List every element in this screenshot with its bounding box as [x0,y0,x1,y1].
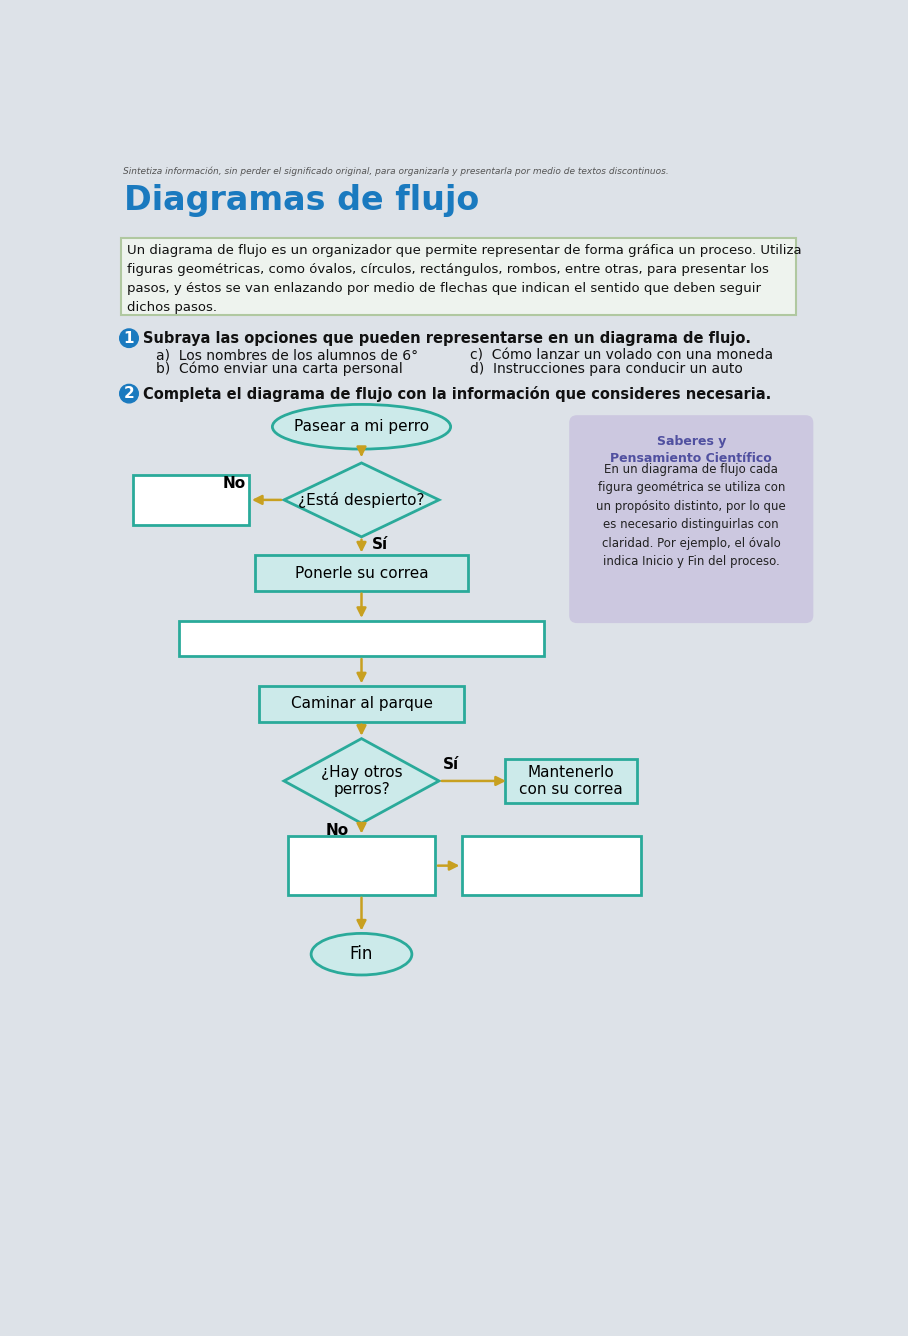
FancyBboxPatch shape [255,556,468,591]
Text: No: No [326,823,349,839]
Circle shape [120,385,138,403]
Text: Caminar al parque: Caminar al parque [291,696,432,712]
Text: Sintetiza información, sin perder el significado original, para organizarla y pr: Sintetiza información, sin perder el sig… [123,167,668,176]
Ellipse shape [272,405,450,449]
Text: Ponerle su correa: Ponerle su correa [295,565,429,581]
Text: Mantenerlo
con su correa: Mantenerlo con su correa [518,764,623,798]
Text: Pasear a mi perro: Pasear a mi perro [294,420,429,434]
FancyBboxPatch shape [133,474,249,525]
Text: 2: 2 [123,386,134,401]
Ellipse shape [311,934,412,975]
Text: Completa el diagrama de flujo con la información que consideres necesaria.: Completa el diagrama de flujo con la inf… [143,386,771,402]
Text: a)  Los nombres de los alumnos de 6°: a) Los nombres de los alumnos de 6° [156,349,419,362]
Text: d)  Instrucciones para conducir un auto: d) Instrucciones para conducir un auto [470,362,743,375]
FancyBboxPatch shape [505,759,637,803]
Polygon shape [284,464,439,537]
FancyBboxPatch shape [122,238,795,315]
Text: Subraya las opciones que pueden representarse en un diagrama de flujo.: Subraya las opciones que pueden represen… [143,331,751,346]
Text: ¿Hay otros
perros?: ¿Hay otros perros? [321,764,402,798]
Text: Diagramas de flujo: Diagramas de flujo [124,184,479,218]
FancyBboxPatch shape [180,621,544,656]
Text: Fin: Fin [350,945,373,963]
Text: Sí: Sí [372,537,389,552]
FancyBboxPatch shape [462,836,640,895]
Text: Sí: Sí [443,756,459,772]
FancyBboxPatch shape [288,836,435,895]
Text: 1: 1 [123,331,134,346]
Text: ¿Está despierto?: ¿Está despierto? [298,492,425,508]
Text: Un diagrama de flujo es un organizador que permite representar de forma gráfica : Un diagrama de flujo es un organizador q… [127,244,802,314]
FancyBboxPatch shape [569,415,814,623]
Circle shape [120,329,138,347]
Polygon shape [284,739,439,823]
Text: En un diagrama de flujo cada
figura geométrica se utiliza con
un propósito disti: En un diagrama de flujo cada figura geom… [597,464,786,568]
FancyBboxPatch shape [259,687,464,721]
Text: No: No [222,476,245,490]
Text: c)  Cómo lanzar un volado con una moneda: c) Cómo lanzar un volado con una moneda [470,349,773,362]
Text: Saberes y
Pensamiento Científico: Saberes y Pensamiento Científico [610,436,772,465]
Text: b)  Cómo enviar una carta personal: b) Cómo enviar una carta personal [156,362,403,377]
